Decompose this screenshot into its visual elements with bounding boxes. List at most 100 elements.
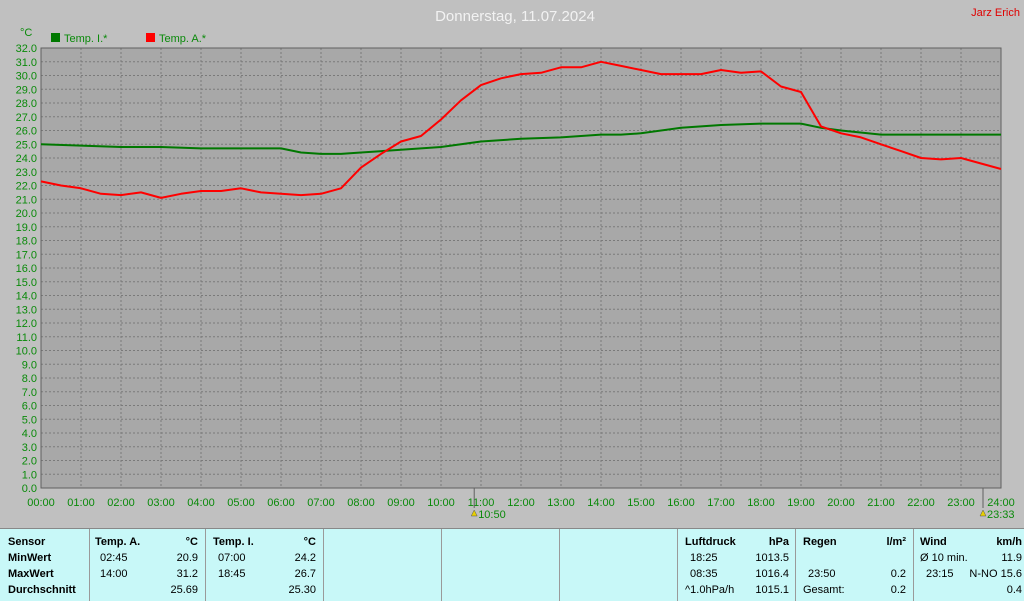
y-tick-label: 29.0 <box>16 84 37 96</box>
x-tick-label: 16:00 <box>667 497 695 509</box>
x-tick-label: 17:00 <box>707 497 735 509</box>
indoor-min-value: 24.2 <box>294 552 316 564</box>
outdoor-min-value: 20.9 <box>176 552 198 564</box>
y-tick-label: 24.0 <box>16 153 37 165</box>
rain-unit: l/m² <box>886 536 906 548</box>
rain-max-time: 23:50 <box>808 568 836 580</box>
outdoor-max-time: 14:00 <box>100 568 128 580</box>
indoor-min-time: 07:00 <box>218 552 246 564</box>
y-tick-label: 11.0 <box>16 332 37 344</box>
y-tick-label: 10.0 <box>16 346 37 358</box>
x-tick-label: 06:00 <box>267 497 295 509</box>
marker-time-label: 10:50 <box>478 509 506 521</box>
y-tick-label: 8.0 <box>22 373 37 385</box>
y-tick-label: 16.0 <box>16 263 37 275</box>
x-tick-label: 24:00 <box>987 497 1015 509</box>
pressure-avg-value: 1015.1 <box>755 584 789 596</box>
x-tick-label: 18:00 <box>747 497 775 509</box>
y-tick-label: 1.0 <box>22 469 37 481</box>
sunset-icon <box>979 509 987 517</box>
y-axis-ticks: 0.0 1.02.0 3.0 4.0 5.06.0 7.0 8.0 9.010.0 11.0 12… <box>16 43 37 495</box>
x-tick-label: 00:00 <box>27 497 55 509</box>
x-tick-label: 04:00 <box>187 497 215 509</box>
pressure-header: Luftdruck <box>685 536 736 548</box>
rain-max-value: 0.2 <box>890 568 906 580</box>
x-tick-label: 20:00 <box>827 497 855 509</box>
indoor-temp-unit: °C <box>303 536 316 548</box>
pressure-trend: ^1.0hPa/h <box>685 584 735 596</box>
table-separator <box>913 529 914 601</box>
marker-time-label: 23:33 <box>987 509 1015 521</box>
x-tick-label: 23:00 <box>947 497 975 509</box>
outdoor-temp-header: Temp. A. <box>95 536 141 548</box>
outdoor-avg-value: 25.69 <box>170 584 198 596</box>
wind-avg-label: Ø 10 min. <box>920 552 968 564</box>
legend-indoor-swatch <box>51 33 60 42</box>
y-tick-label: 23.0 <box>16 167 37 179</box>
x-tick-label: 12:00 <box>507 497 535 509</box>
y-tick-label: 6.0 <box>22 401 37 413</box>
y-tick-label: 28.0 <box>16 98 37 110</box>
table-separator <box>795 529 796 601</box>
outdoor-min-time: 02:45 <box>100 552 128 564</box>
indoor-avg-value: 25.30 <box>288 584 316 596</box>
row-label-max: MaxWert <box>8 568 54 580</box>
indoor-max-time: 18:45 <box>218 568 246 580</box>
row-label-sensor: Sensor <box>8 536 46 548</box>
y-tick-label: 7.0 <box>22 387 37 399</box>
y-tick-label: 21.0 <box>16 194 37 206</box>
pressure-unit: hPa <box>768 536 789 548</box>
series-lines <box>40 60 1002 199</box>
y-tick-label: 30.0 <box>16 71 37 83</box>
x-axis-ticks: 00:00 01:00 02:00 03:00 04:00 05:00 06:00 07:00… <box>27 497 1015 509</box>
chart-title: Donnerstag, 11.07.2024 <box>435 8 595 25</box>
x-tick-label: 13:00 <box>547 497 575 509</box>
x-tick-label: 21:00 <box>867 497 895 509</box>
y-tick-label: 2.0 <box>22 456 37 468</box>
indoor-max-value: 26.7 <box>294 568 316 580</box>
pressure-max-value: 1016.4 <box>755 568 789 580</box>
grid-lines <box>41 48 1001 488</box>
indoor-temp-header: Temp. I. <box>213 536 254 548</box>
table-separator <box>205 529 206 601</box>
y-tick-label: 32.0 <box>16 43 37 55</box>
rain-total-label: Gesamt: <box>803 584 845 596</box>
wind-max-time: 23:15 <box>926 568 954 580</box>
wind-avg-extra-value: 0.4 <box>1006 584 1022 596</box>
x-tick-label: 05:00 <box>227 497 255 509</box>
table-separator <box>323 529 324 601</box>
wind-header: Wind <box>920 536 947 548</box>
x-tick-label: 09:00 <box>387 497 415 509</box>
temperature-chart: 0.0 1.02.0 3.0 4.0 5.06.0 7.0 8.0 9.010.0 11.0 12… <box>16 7 1020 521</box>
wind-avg-value: 11.9 <box>1001 552 1022 564</box>
y-tick-label: 27.0 <box>16 112 37 124</box>
y-tick-label: 17.0 <box>16 249 37 261</box>
y-tick-label: 12.0 <box>16 318 37 330</box>
row-label-min: MinWert <box>8 552 52 564</box>
table-separator <box>441 529 442 601</box>
sun-markers: 10:50 23:33 <box>470 488 1015 521</box>
x-tick-label: 10:00 <box>427 497 455 509</box>
x-tick-label: 01:00 <box>67 497 95 509</box>
legend-outdoor-label: Temp. A.* <box>159 33 207 45</box>
rain-total-value: 0.2 <box>890 584 906 596</box>
pressure-max-time: 08:35 <box>690 568 718 580</box>
y-tick-label: 19.0 <box>16 222 37 234</box>
y-tick-label: 5.0 <box>22 414 37 426</box>
plot-border <box>40 47 1002 489</box>
legend-outdoor-swatch <box>146 33 155 42</box>
legend-indoor-label: Temp. I.* <box>64 33 108 45</box>
y-tick-label: 13.0 <box>16 304 37 316</box>
x-tick-label: 07:00 <box>307 497 335 509</box>
y-tick-label: 26.0 <box>16 126 37 138</box>
author-label: Jarz Erich <box>971 7 1020 19</box>
x-tick-label: 08:00 <box>347 497 375 509</box>
y-unit-label: °C <box>20 27 32 39</box>
statistics-table: Sensor MinWert MaxWert Durchschnitt Temp… <box>0 528 1024 601</box>
pressure-min-time: 18:25 <box>690 552 718 564</box>
row-label-avg: Durchschnitt <box>8 584 76 596</box>
y-tick-label: 25.0 <box>16 139 37 151</box>
x-tick-label: 03:00 <box>147 497 175 509</box>
x-tick-label: 19:00 <box>787 497 815 509</box>
outdoor-max-value: 31.2 <box>176 568 198 580</box>
